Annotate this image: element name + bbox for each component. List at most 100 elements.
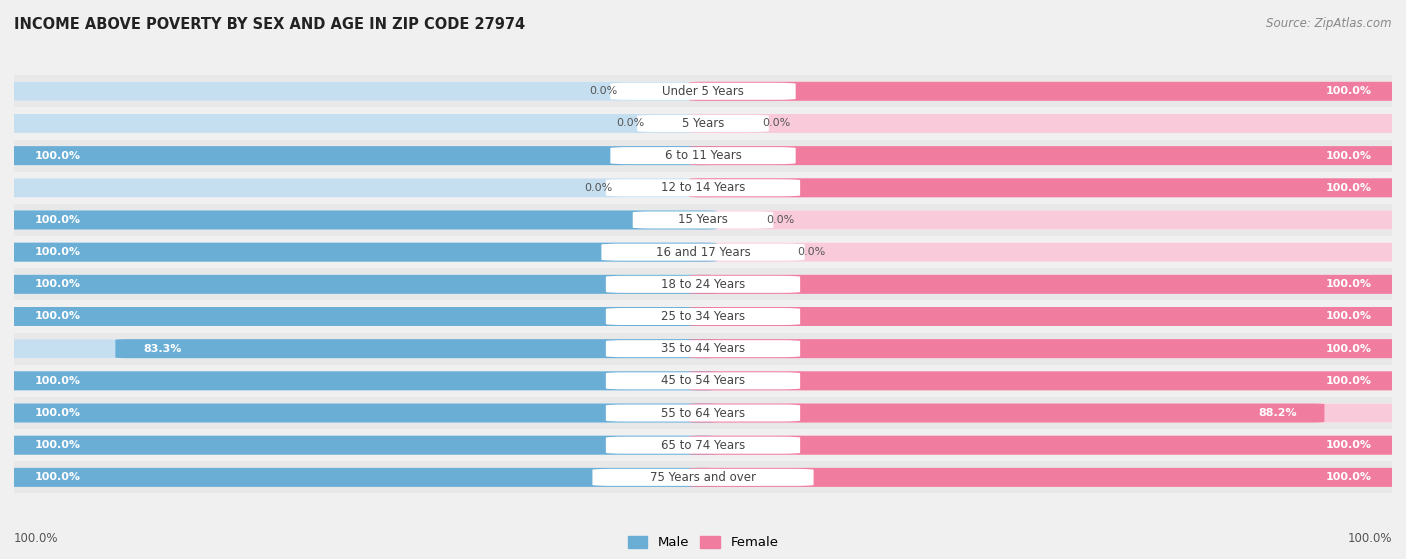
FancyBboxPatch shape (14, 300, 1392, 333)
FancyBboxPatch shape (689, 275, 1406, 294)
FancyBboxPatch shape (0, 339, 717, 358)
Text: 35 to 44 Years: 35 to 44 Years (661, 342, 745, 355)
FancyBboxPatch shape (0, 146, 717, 165)
FancyBboxPatch shape (14, 333, 1392, 365)
Text: 100.0%: 100.0% (1326, 311, 1371, 321)
Text: 0.0%: 0.0% (762, 119, 790, 129)
Text: 100.0%: 100.0% (1326, 376, 1371, 386)
Text: 45 to 54 Years: 45 to 54 Years (661, 375, 745, 387)
FancyBboxPatch shape (689, 435, 1406, 454)
Text: 12 to 14 Years: 12 to 14 Years (661, 181, 745, 195)
Text: 100.0%: 100.0% (1326, 280, 1371, 290)
Text: 100.0%: 100.0% (1347, 532, 1392, 545)
Text: 100.0%: 100.0% (35, 408, 80, 418)
FancyBboxPatch shape (14, 75, 1392, 107)
Text: 5 Years: 5 Years (682, 117, 724, 130)
Text: 0.0%: 0.0% (766, 215, 794, 225)
FancyBboxPatch shape (689, 307, 1406, 326)
FancyBboxPatch shape (0, 435, 1406, 454)
FancyBboxPatch shape (14, 107, 1392, 140)
FancyBboxPatch shape (592, 469, 814, 486)
FancyBboxPatch shape (0, 82, 1406, 101)
FancyBboxPatch shape (0, 275, 717, 294)
Text: 100.0%: 100.0% (1326, 150, 1371, 160)
FancyBboxPatch shape (0, 178, 1406, 197)
FancyBboxPatch shape (0, 243, 1406, 262)
FancyBboxPatch shape (0, 307, 1406, 326)
Text: 83.3%: 83.3% (143, 344, 181, 354)
FancyBboxPatch shape (0, 371, 717, 390)
FancyBboxPatch shape (610, 147, 796, 164)
FancyBboxPatch shape (606, 372, 800, 390)
FancyBboxPatch shape (0, 404, 1406, 423)
FancyBboxPatch shape (0, 243, 717, 262)
FancyBboxPatch shape (689, 146, 1406, 165)
FancyBboxPatch shape (0, 404, 717, 423)
FancyBboxPatch shape (689, 307, 1406, 326)
Text: 100.0%: 100.0% (35, 440, 80, 450)
Text: 100.0%: 100.0% (35, 311, 80, 321)
FancyBboxPatch shape (689, 371, 1406, 390)
Text: 100.0%: 100.0% (35, 150, 80, 160)
FancyBboxPatch shape (689, 339, 1406, 358)
FancyBboxPatch shape (0, 435, 717, 454)
FancyBboxPatch shape (689, 404, 1406, 423)
FancyBboxPatch shape (689, 82, 1406, 101)
Text: 55 to 64 Years: 55 to 64 Years (661, 406, 745, 419)
Text: 100.0%: 100.0% (1326, 344, 1371, 354)
FancyBboxPatch shape (689, 371, 1406, 390)
FancyBboxPatch shape (0, 468, 1406, 487)
Text: 0.0%: 0.0% (616, 119, 644, 129)
FancyBboxPatch shape (14, 397, 1392, 429)
FancyBboxPatch shape (689, 178, 1406, 197)
Text: 100.0%: 100.0% (1326, 86, 1371, 96)
FancyBboxPatch shape (0, 82, 717, 101)
FancyBboxPatch shape (0, 211, 1406, 230)
FancyBboxPatch shape (0, 243, 717, 262)
FancyBboxPatch shape (14, 429, 1392, 461)
Text: 0.0%: 0.0% (797, 247, 825, 257)
Text: 100.0%: 100.0% (35, 215, 80, 225)
FancyBboxPatch shape (14, 268, 1392, 300)
Text: 0.0%: 0.0% (585, 183, 613, 193)
Text: 100.0%: 100.0% (35, 472, 80, 482)
FancyBboxPatch shape (0, 114, 717, 133)
FancyBboxPatch shape (14, 140, 1392, 172)
Text: 100.0%: 100.0% (35, 247, 80, 257)
Text: Under 5 Years: Under 5 Years (662, 85, 744, 98)
FancyBboxPatch shape (0, 211, 717, 230)
FancyBboxPatch shape (689, 211, 1406, 230)
Text: Source: ZipAtlas.com: Source: ZipAtlas.com (1267, 17, 1392, 30)
FancyBboxPatch shape (14, 365, 1392, 397)
FancyBboxPatch shape (633, 211, 773, 229)
FancyBboxPatch shape (0, 468, 717, 487)
FancyBboxPatch shape (606, 405, 800, 421)
FancyBboxPatch shape (0, 146, 1406, 165)
FancyBboxPatch shape (606, 340, 800, 357)
FancyBboxPatch shape (689, 243, 1406, 262)
FancyBboxPatch shape (0, 307, 717, 326)
FancyBboxPatch shape (0, 435, 717, 454)
Text: 0.0%: 0.0% (589, 86, 617, 96)
Text: 100.0%: 100.0% (35, 280, 80, 290)
FancyBboxPatch shape (115, 339, 717, 358)
Text: 100.0%: 100.0% (35, 376, 80, 386)
Text: INCOME ABOVE POVERTY BY SEX AND AGE IN ZIP CODE 27974: INCOME ABOVE POVERTY BY SEX AND AGE IN Z… (14, 17, 526, 32)
Legend: Male, Female: Male, Female (623, 530, 783, 555)
Text: 18 to 24 Years: 18 to 24 Years (661, 278, 745, 291)
FancyBboxPatch shape (606, 308, 800, 325)
FancyBboxPatch shape (0, 307, 717, 326)
FancyBboxPatch shape (14, 461, 1392, 494)
FancyBboxPatch shape (0, 146, 717, 165)
FancyBboxPatch shape (0, 371, 1406, 390)
Text: 65 to 74 Years: 65 to 74 Years (661, 439, 745, 452)
FancyBboxPatch shape (0, 114, 1406, 133)
FancyBboxPatch shape (14, 204, 1392, 236)
FancyBboxPatch shape (602, 244, 804, 260)
Text: 100.0%: 100.0% (1326, 472, 1371, 482)
FancyBboxPatch shape (689, 114, 1406, 133)
Text: 100.0%: 100.0% (1326, 440, 1371, 450)
FancyBboxPatch shape (0, 339, 1406, 358)
Text: 88.2%: 88.2% (1258, 408, 1296, 418)
Text: 25 to 34 Years: 25 to 34 Years (661, 310, 745, 323)
